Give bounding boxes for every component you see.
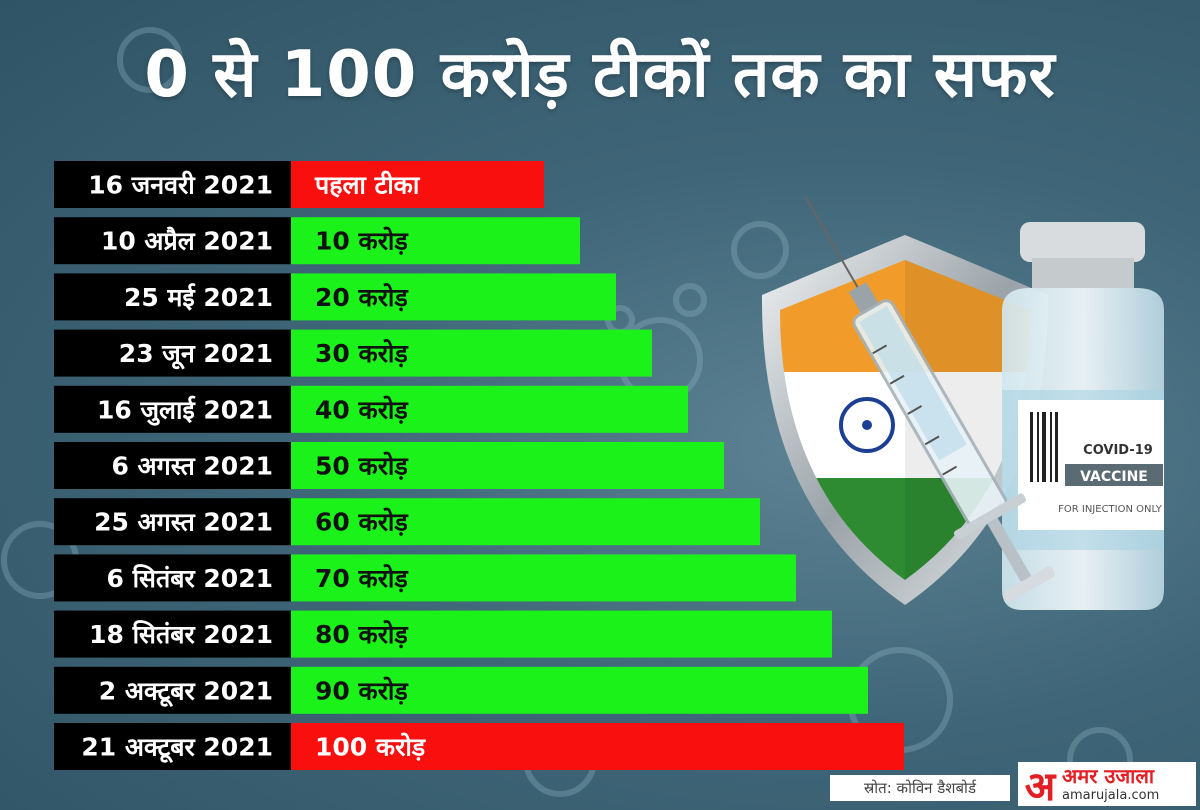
date-label: 25 अगस्त 2021 [94,508,273,537]
value-label: 100 करोड़ [315,733,427,762]
logo-name: अमर उजाला [1062,764,1155,788]
value-label: 30 करोड़ [315,339,409,368]
svg-text:COVID-19: COVID-19 [1083,443,1153,458]
value-bar [291,273,616,321]
vaccine-vial: COVID-19 VACCINE FOR INJECTION ONLY [1002,222,1164,610]
svg-text:FOR INJECTION ONLY: FOR INJECTION ONLY [1058,504,1163,515]
date-cell [54,498,291,546]
source-note: स्रोत: कोविन डैशबोर्ड [830,775,1010,801]
india-flag-shield [780,260,1030,580]
date-label: 6 सितंबर 2021 [106,564,273,593]
date-label: 6 अगस्त 2021 [111,452,273,481]
value-bar [291,329,652,377]
syringe-icon [804,195,1055,602]
value-bar [291,554,796,602]
date-cell [54,554,291,602]
date-label: 23 जून 2021 [119,339,273,370]
ashoka-chakra-icon [839,397,895,453]
vaccine-illustration: COVID-19 VACCINE FOR INJECTION ONLY [761,195,1164,610]
date-cell [54,442,291,489]
value-label: 90 करोड़ [315,676,409,705]
date-cell [54,723,291,770]
date-cell [54,610,291,658]
date-cell [54,329,291,377]
date-label: 18 सितंबर 2021 [89,620,273,649]
value-label: 10 करोड़ [315,227,409,256]
value-bar [291,442,724,489]
value-bar [291,498,760,546]
svg-text:VACCINE: VACCINE [1080,469,1148,485]
page-title: 0 से 100 करोड़ टीकों तक का सफर [144,38,1056,112]
date-cell [54,217,291,265]
value-label: 50 करोड़ [315,452,409,481]
date-cell [54,385,291,433]
date-label: 10 अप्रैल 2021 [101,227,273,256]
date-cell [54,666,291,714]
value-label: 40 करोड़ [315,395,409,424]
value-bar [291,161,544,208]
value-bar [291,723,904,770]
date-cell [54,161,291,208]
date-label: 16 जुलाई 2021 [97,395,273,426]
date-label: 21 अक्टूबर 2021 [81,733,273,764]
date-label: 16 जनवरी 2021 [88,171,273,200]
value-bar [291,385,688,433]
value-bar [291,217,580,265]
value-bar [291,666,868,714]
logo-mark-icon: अ [1024,762,1056,810]
value-label: 60 करोड़ [315,508,409,537]
brand-logo: अ अमर उजाला amarujala.com [1018,762,1196,810]
logo-site: amarujala.com [1062,788,1160,803]
date-cell [54,273,291,321]
date-label: 25 मई 2021 [124,283,273,312]
value-label: पहला टीका [314,171,421,200]
value-label: 70 करोड़ [315,564,409,593]
value-label: 80 करोड़ [315,620,409,649]
value-bar [291,610,832,658]
date-label: 2 अक्टूबर 2021 [99,676,273,707]
value-label: 20 करोड़ [315,283,409,312]
